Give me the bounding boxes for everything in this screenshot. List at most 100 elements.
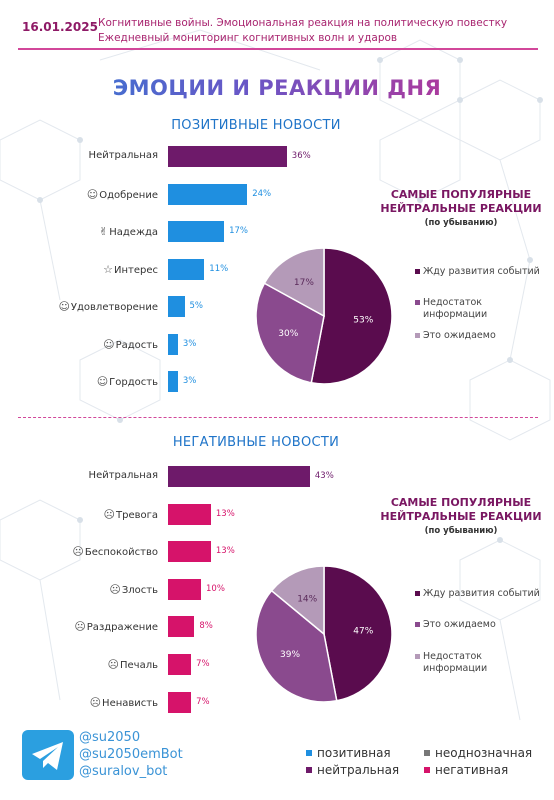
positive-bar-value: 3% <box>182 338 197 349</box>
positive-bar-label: ☺Радость <box>20 338 158 351</box>
negative-category-text: Ненависть <box>102 697 158 709</box>
category-legend-item: негативная <box>424 763 508 777</box>
category-legend-label: неоднозначная <box>435 746 533 760</box>
positive-pie-subtitle: (по убыванию) <box>424 218 498 228</box>
report-date: 16.01.2025 <box>22 20 98 34</box>
positive-category-text: Гордость <box>109 377 158 388</box>
positive-pie-title-text: САМЫЕ ПОПУЛЯРНЫЕ НЕЙТРАЛЬНЫЕ РЕАКЦИИ <box>380 188 542 215</box>
positive-legend-item: Жду развития событий <box>415 266 543 278</box>
negative-section-title: НЕГАТИВНЫЕ НОВОСТИ <box>172 435 340 450</box>
header-line-2: Ежедневный мониторинг когнитивных волн и… <box>98 32 398 44</box>
positive-section-title: ПОЗИТИВНЫЕ НОВОСТИ <box>171 118 341 133</box>
negative-bar <box>168 466 310 487</box>
positive-legend-label: Недостаток информации <box>423 297 488 320</box>
negative-category-text: Беспокойство <box>84 547 158 559</box>
category-legend-label: нейтральная <box>317 763 400 777</box>
positive-bar <box>168 221 225 242</box>
header-line-1: Когнитивные войны. Эмоциональная реакция… <box>98 17 508 29</box>
positive-legend-label: Это ожидаемо <box>423 330 496 341</box>
positive-bar-label: Нейтральная <box>20 150 158 161</box>
negative-bar <box>168 578 201 600</box>
positive-category-text: Удовлетворение <box>70 302 158 313</box>
positive-category-text: Интерес <box>114 264 158 276</box>
category-legend-item: нейтральная <box>306 763 399 777</box>
negative-legend-swatch <box>415 622 420 627</box>
positive-pie-chart: 53% 30% 17% <box>255 247 393 385</box>
negative-pie-slice <box>255 589 338 703</box>
negative-pie-title-text: САМЫЕ ПОПУЛЯРНЫЕ НЕЙТРАЛЬНЫЕ РЕАКЦИИ <box>380 496 542 523</box>
positive-bar-value: 17% <box>229 226 248 236</box>
positive-bar-label: ☆Интерес <box>20 263 158 276</box>
negative-pie-value-label: 39% <box>280 650 300 660</box>
negative-bar-label: ☹Тревога <box>20 508 158 521</box>
negative-bar-label: ☹Ненависть <box>20 696 158 709</box>
joy-icon: ☺ <box>103 337 115 351</box>
category-legend-item: позитивная <box>306 746 391 760</box>
positive-bar <box>168 296 185 317</box>
sad-icon: ☹ <box>107 658 119 671</box>
negative-pie-title: САМЫЕ ПОПУЛЯРНЫЕ НЕЙТРАЛЬНЫЕ РЕАКЦИИ (по… <box>380 496 542 538</box>
negative-bar-value: 10% <box>206 583 225 594</box>
negative-pie-value-label: 47% <box>353 626 373 636</box>
negative-bar <box>168 503 211 525</box>
negative-bar-value: 43% <box>314 471 334 481</box>
positive-legend-item: Недостаток информации <box>415 297 543 321</box>
positive-bar <box>168 258 205 280</box>
positive-bar <box>168 371 178 392</box>
negative-bar-value: 7% <box>196 659 210 669</box>
negative-legend-swatch <box>415 654 420 659</box>
negative-bar-label: ☹Беспокойство <box>20 545 158 558</box>
positive-pie-value-label: 30% <box>278 329 298 339</box>
negative-legend-label: Недостаток информации <box>423 651 488 674</box>
positive-bar-value: 36% <box>291 151 311 161</box>
telegram-logo[interactable] <box>22 730 74 780</box>
positive-legend-label: Жду развития событий <box>423 266 540 277</box>
negative-pie-value-label: 14% <box>297 594 317 604</box>
handle-suralov-bot[interactable]: @suralov_bot <box>79 764 168 779</box>
category-legend-swatch <box>306 750 312 756</box>
positive-bar <box>168 183 248 205</box>
negative-pie-slice <box>323 565 393 702</box>
header-divider <box>18 48 538 50</box>
negative-bar <box>168 541 211 563</box>
positive-bar-value: 24% <box>252 188 272 199</box>
smile-heart-icon: ☺ <box>86 187 99 201</box>
negative-pie-subtitle: (по убыванию) <box>424 526 498 536</box>
negative-bar <box>168 616 195 638</box>
header-description: Когнитивные войны. Эмоциональная реакция… <box>98 16 507 46</box>
negative-legend-item: Жду развития событий <box>415 588 543 600</box>
positive-bar-label: ☺Гордость <box>20 375 158 388</box>
negative-pie-slice <box>270 565 325 636</box>
positive-bar-label: ☺Удовлетворение <box>20 300 158 313</box>
category-legend-swatch <box>424 750 430 756</box>
negative-bar-value: 13% <box>215 546 235 557</box>
handle-em-bot[interactable]: @su2050emBot <box>79 747 183 762</box>
positive-pie-value-label: 17% <box>294 278 314 288</box>
positive-category-text: Радость <box>115 339 158 351</box>
handle-channel[interactable]: @su2050 <box>79 730 141 745</box>
negative-bar-label: ☹Раздражение <box>20 620 158 633</box>
positive-pie-value-label: 53% <box>353 316 373 326</box>
negative-category-text: Тревога <box>115 509 158 521</box>
category-legend-label: негативная <box>435 763 509 777</box>
header: 16.01.2025 Когнитивные войны. Эмоциональ… <box>0 0 554 50</box>
section-divider <box>18 417 538 418</box>
negative-category-text: Злость <box>121 584 158 596</box>
negative-bar-value: 8% <box>199 621 213 632</box>
positive-legend-swatch <box>415 269 420 274</box>
positive-category-text: Надежда <box>109 227 158 238</box>
category-legend-label: позитивная <box>317 746 391 760</box>
positive-pie-slice <box>310 247 393 385</box>
negative-bar <box>168 691 192 713</box>
negative-bar-label: ☹Печаль <box>20 658 158 671</box>
positive-bar-label: ✌Надежда <box>20 225 158 238</box>
star-eyes-icon: ☆ <box>103 262 113 276</box>
hands-icon: ✌ <box>99 225 109 238</box>
negative-legend-label: Жду развития событий <box>423 588 540 599</box>
positive-bar-value: 11% <box>209 263 229 274</box>
negative-bar-label: ☹Злость <box>20 583 158 596</box>
page-title: ЭМОЦИИ И РЕАКЦИИ ДНЯ <box>0 76 554 100</box>
positive-legend-item: Это ожидаемо <box>415 330 543 342</box>
negative-legend-item: Недостаток информации <box>415 651 543 675</box>
positive-pie-slice <box>263 247 325 318</box>
